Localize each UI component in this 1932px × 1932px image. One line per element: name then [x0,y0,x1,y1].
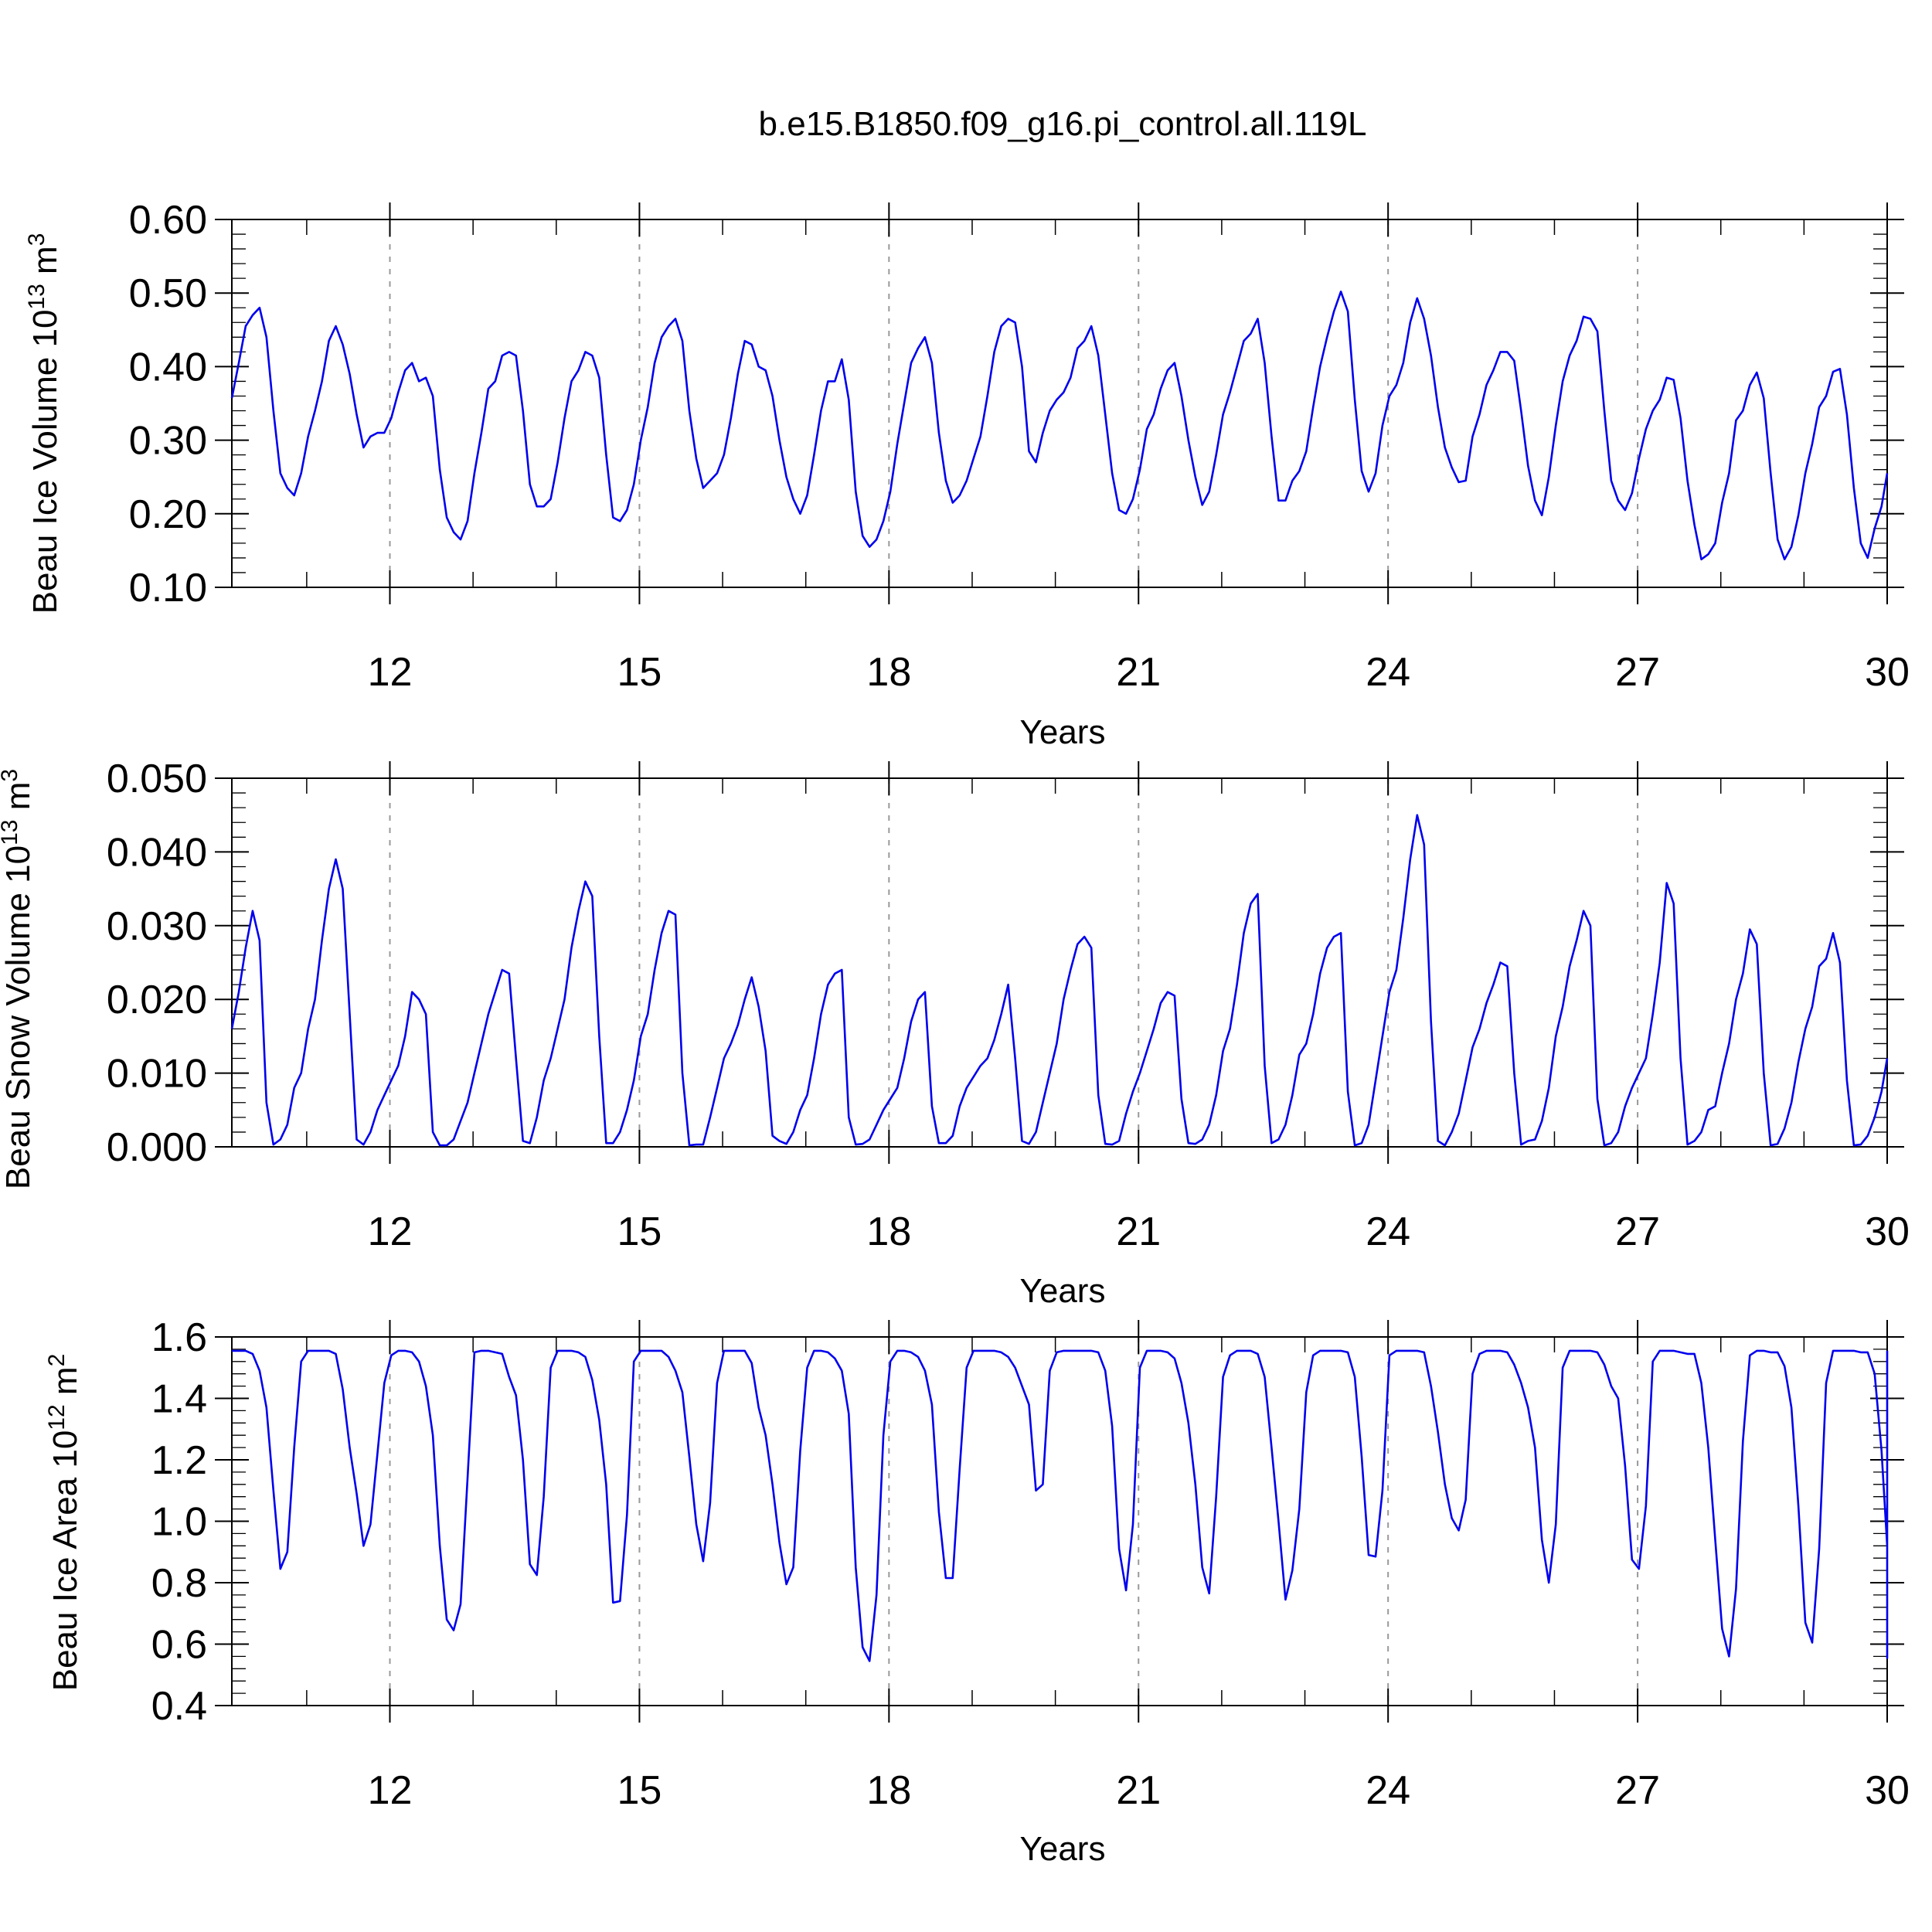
snow-volume-ytick-label: 0.010 [107,1052,207,1097]
snow-volume-ytick-label: 0.020 [107,978,207,1022]
ice-area-plot-frame [231,1336,1888,1706]
ice-volume-series-line [230,290,1889,561]
ice-volume-plot-frame [231,219,1888,588]
panel-ice-volume: Beau Ice Volume 1013 m3 Years 0.10 0.20 0.… [24,198,1910,751]
ice-area-ytick-label: 0.8 [151,1561,207,1606]
chart-title: b.e15.B1850.f09_g16.pi_control.all.119L [759,105,1367,143]
ice-area-xtick-label: 27 [1615,1768,1660,1813]
snow-volume-ytick-label: 0.000 [107,1125,207,1170]
ice-area-ytick-label: 1.4 [151,1377,207,1422]
ice-volume-xtick-label: 30 [1865,650,1910,695]
panel-ice-volume-ylabel: Beau Ice Volume 1013 m3 [24,233,64,614]
ice-area-xtick-label: 24 [1366,1768,1410,1813]
ice-area-ytick-label: 1.6 [151,1315,207,1360]
ice-volume-xtick-label: 21 [1116,650,1161,695]
panel-snow-volume-xlabel: Years [1020,1272,1106,1310]
snow-volume-ytick-label: 0.030 [107,904,207,949]
ice-area-xtick-label: 18 [866,1768,911,1813]
ice-area-ytick-label: 0.4 [151,1684,207,1729]
panel-ice-area: Beau Ice Area 1012 m2 Years 0.4 0.6 0.8 1.0… [44,1315,1910,1868]
snow-volume-xtick-label: 18 [866,1209,911,1254]
snow-volume-xtick-label: 27 [1615,1209,1660,1254]
snow-volume-series-line [230,814,1889,1147]
ice-volume-ytick-label: 0.40 [129,345,207,389]
ice-volume-ytick-label: 0.30 [129,419,207,464]
ice-area-xtick-label: 21 [1116,1768,1161,1813]
ice-area-ytick-label: 0.6 [151,1623,207,1668]
panel-ice-volume-xlabel: Years [1020,713,1106,751]
ice-volume-xtick-label: 12 [368,650,413,695]
ice-volume-ytick-label: 0.50 [129,271,207,316]
ice-volume-ytick-label: 0.10 [129,566,207,611]
snow-volume-xtick-label: 15 [617,1209,662,1254]
snow-volume-plot-frame [231,777,1888,1148]
ice-area-ytick-label: 1.2 [151,1438,207,1483]
snow-volume-xtick-label: 24 [1366,1209,1410,1254]
ice-volume-ytick-label: 0.60 [129,198,207,243]
snow-volume-ytick-label: 0.040 [107,830,207,875]
panel-ice-area-ylabel: Beau Ice Area 1012 m2 [44,1354,84,1692]
ice-area-ytick-label: 1.0 [151,1500,207,1545]
snow-volume-xtick-label: 12 [368,1209,413,1254]
ice-volume-xtick-label: 15 [617,650,662,695]
ice-volume-xtick-label: 27 [1615,650,1660,695]
snow-volume-xtick-label: 30 [1865,1209,1910,1254]
panel-snow-volume-ylabel: Beau Snow Volume 1013 m3 [0,769,37,1189]
panel-ice-area-xlabel: Years [1020,1830,1106,1868]
ice-volume-xtick-label: 24 [1366,650,1410,695]
ice-area-xtick-label: 30 [1865,1768,1910,1813]
ice-area-series-line [232,1349,1889,1662]
panel-snow-volume: Beau Snow Volume 1013 m3 Years 0.000 0.01… [0,757,1910,1310]
ice-area-xtick-label: 12 [368,1768,413,1813]
snow-volume-ytick-label: 0.050 [107,757,207,801]
ice-area-xtick-label: 15 [617,1768,662,1813]
snow-volume-xtick-label: 21 [1116,1209,1161,1254]
ice-volume-xtick-label: 18 [866,650,911,695]
ice-volume-ytick-label: 0.20 [129,492,207,537]
